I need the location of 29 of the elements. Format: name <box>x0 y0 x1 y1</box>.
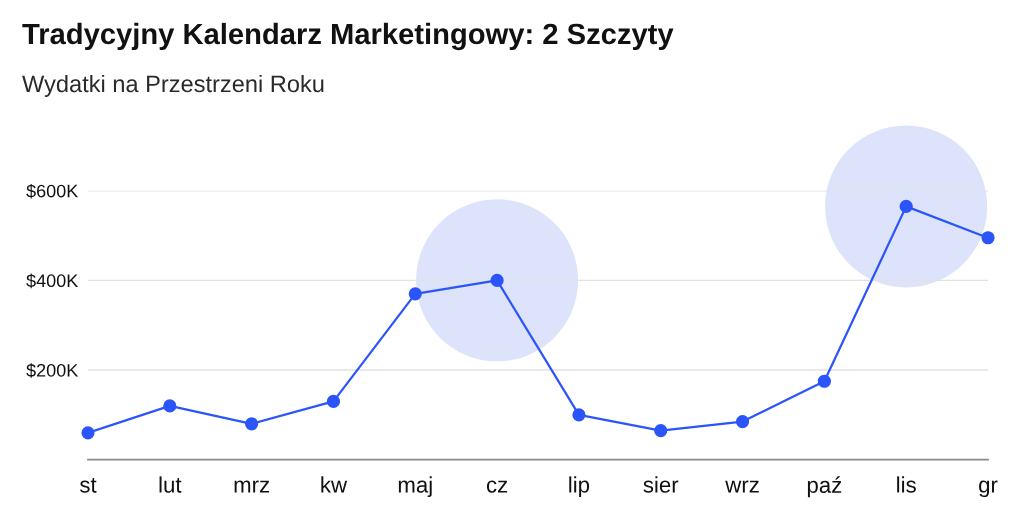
x-tick-label: paź <box>807 476 842 498</box>
point <box>817 374 831 388</box>
x-tick-label: gr <box>979 480 998 498</box>
point <box>981 231 995 245</box>
point <box>326 394 341 409</box>
point <box>81 426 95 440</box>
x-tick-label: wrz <box>725 480 759 493</box>
y-tick-label: $600K <box>26 183 79 199</box>
point <box>899 199 913 213</box>
x-tick-label: st <box>79 478 97 493</box>
point <box>735 414 750 429</box>
x-tick-label: sier <box>643 476 679 493</box>
x-tick-label: lis <box>897 476 916 493</box>
point <box>163 399 177 413</box>
point <box>572 408 586 422</box>
point <box>490 273 504 287</box>
x-tick-label: cz <box>486 480 508 493</box>
point <box>245 417 259 431</box>
x-tick-label: mrz <box>234 480 270 493</box>
chart-title: Tradycyjny Kalendarz Marketingowy: 2 Szczyty <box>22 22 674 51</box>
y-tick-label: $400K <box>26 273 79 289</box>
x-tick-label: kw <box>321 476 348 493</box>
x-tick-label: lip <box>569 476 590 498</box>
chart-subtitle: Wydatki na Przestrzeni Roku <box>22 74 324 97</box>
y-tick-label: $200K <box>26 363 79 378</box>
point <box>408 287 422 301</box>
point <box>654 423 668 438</box>
x-tick-label: maj <box>398 476 432 498</box>
x-tick-label: lut <box>159 476 182 493</box>
